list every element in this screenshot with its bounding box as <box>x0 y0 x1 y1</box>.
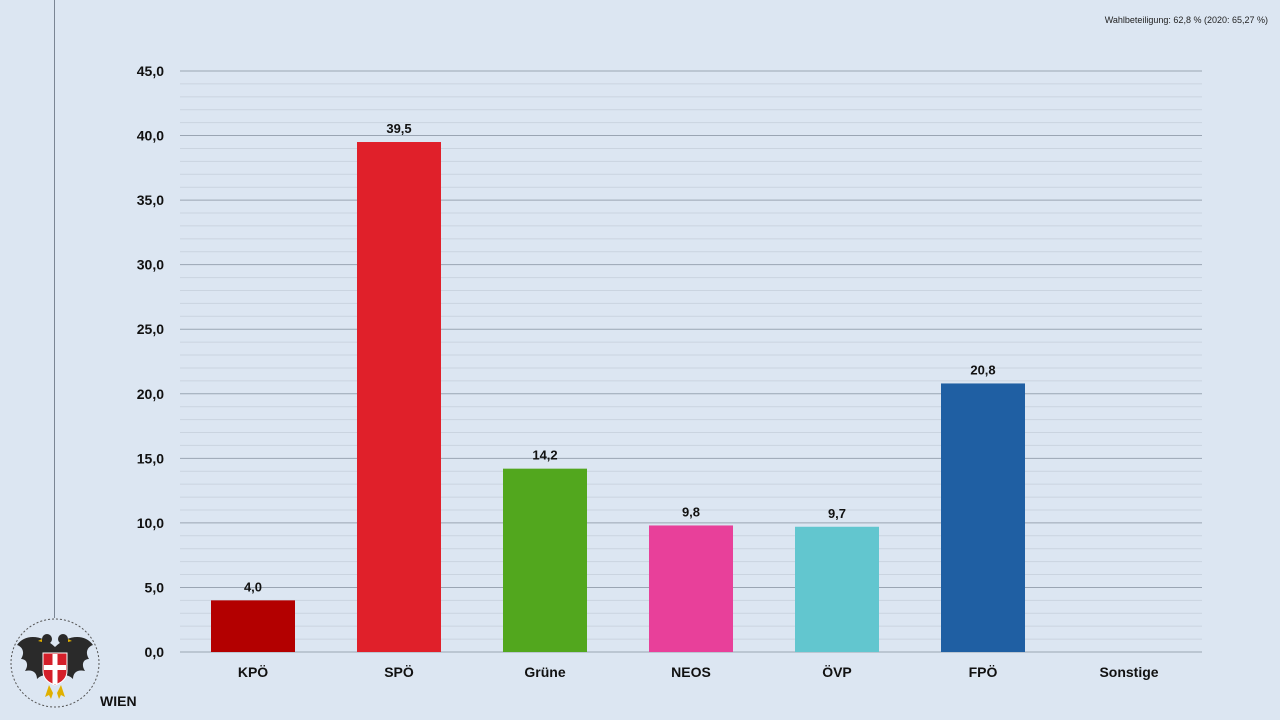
category-label: ÖVP <box>822 664 852 680</box>
major-gridlines <box>180 70 1202 653</box>
category-label: KPÖ <box>238 664 268 680</box>
category-label: Grüne <box>524 664 565 680</box>
bar-grüne <box>503 468 587 652</box>
y-tick-label: 25,0 <box>137 321 164 337</box>
bar-spö <box>357 142 441 652</box>
y-tick-label: 20,0 <box>137 386 164 402</box>
left-divider-line <box>54 0 55 618</box>
data-labels: 4,0 39,5 14,2 9,8 9,7 20,8 <box>244 121 996 594</box>
bars <box>211 142 1025 652</box>
y-tick-label: 35,0 <box>137 192 164 208</box>
y-tick-label: 15,0 <box>137 450 164 466</box>
y-tick-label: 5,0 <box>145 579 165 595</box>
data-label: 20,8 <box>970 362 995 377</box>
category-label: SPÖ <box>384 664 414 680</box>
data-label: 9,7 <box>828 506 846 521</box>
bar-kpö <box>211 600 295 652</box>
y-axis-tick-labels: 0,0 5,0 10,0 15,0 20,0 25,0 30,0 35,0 40,0 45,0 <box>137 63 164 660</box>
data-label: 39,5 <box>386 121 411 136</box>
turnout-text: Wahlbeteiligung: 62,8 % (2020: 65,27 %) <box>1104 15 1268 25</box>
bar-övp <box>795 526 879 652</box>
y-tick-label: 45,0 <box>137 63 164 79</box>
city-name-label: WIEN <box>100 693 137 709</box>
category-label: FPÖ <box>969 664 998 680</box>
data-label: 9,8 <box>682 504 700 519</box>
y-tick-label: 10,0 <box>137 515 164 531</box>
category-label: NEOS <box>671 664 711 680</box>
y-tick-label: 0,0 <box>145 644 165 660</box>
bar-neos <box>649 525 733 652</box>
category-label: Sonstige <box>1099 664 1158 680</box>
y-tick-label: 40,0 <box>137 128 164 144</box>
bar-fpö <box>941 383 1025 652</box>
data-label: 4,0 <box>244 579 262 594</box>
vienna-coat-of-arms-eagle-icon <box>10 618 100 708</box>
y-tick-label: 30,0 <box>137 257 164 273</box>
data-label: 14,2 <box>532 448 557 463</box>
x-axis-category-labels: KPÖ SPÖ Grüne NEOS ÖVP FPÖ Sonstige <box>238 664 1159 680</box>
